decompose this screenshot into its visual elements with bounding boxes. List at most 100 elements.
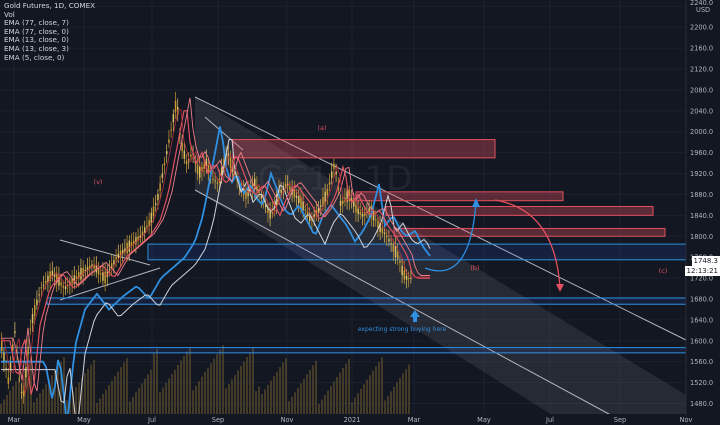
candle-body (80, 268, 82, 280)
volume-bar (165, 383, 167, 414)
volume-bar (36, 397, 38, 414)
support-zone (147, 243, 687, 261)
y-tick-label: 1800.0 (690, 233, 713, 241)
candle-body (56, 272, 58, 284)
candle-body (31, 314, 34, 323)
drop-arrow-head (556, 284, 564, 292)
candle-body (333, 163, 335, 169)
countdown-tag: 12:13:21 (684, 266, 720, 276)
candle-body (289, 186, 291, 190)
volume-bar (30, 359, 32, 414)
volume-bar (135, 392, 137, 414)
candle-body (320, 205, 322, 207)
candle-body (339, 201, 342, 207)
candle-body (300, 196, 302, 209)
candle-body (265, 204, 267, 207)
price-axis (686, 0, 720, 425)
legend-indicator-ema-2[interactable]: EMA (77, close, 0) (4, 26, 69, 36)
descending-channel (195, 97, 686, 420)
candle-body (97, 268, 100, 275)
trend-line (59, 239, 151, 266)
candle-body (375, 219, 377, 221)
y-tick-label: 2080.0 (690, 86, 713, 94)
time-axis (0, 414, 686, 425)
candle-body (304, 209, 307, 211)
candle-body (146, 225, 148, 228)
volume-bar (114, 376, 116, 414)
candle-body (405, 275, 408, 280)
candle-body (199, 166, 201, 178)
volume-bar (201, 376, 203, 414)
candle-body (372, 210, 375, 221)
candle-body (133, 240, 135, 245)
candle-body (29, 328, 32, 330)
candle-body (201, 166, 203, 172)
y-tick-label: 1920.0 (690, 170, 713, 178)
ema-5-line (1, 109, 430, 394)
candle-body (9, 362, 12, 372)
y-tick-label: 1680.0 (690, 296, 713, 304)
volume-bar (372, 370, 374, 414)
legend-indicator-ema-5[interactable]: EMA (5, close, 0) (4, 52, 65, 62)
candle-body (104, 271, 106, 284)
volume-bar (291, 396, 293, 414)
volume-bar (225, 388, 227, 414)
volume-bar (126, 358, 128, 414)
volume-bar (66, 400, 68, 414)
y-tick-label: 1560.0 (690, 358, 713, 366)
volume-bar (204, 372, 206, 414)
volume-bar (381, 357, 383, 414)
candle-body (34, 305, 36, 316)
volume-bar (261, 394, 263, 414)
volume-bar (75, 386, 77, 414)
volume-bar (249, 352, 251, 414)
candle-body (5, 367, 7, 371)
volume-bar (195, 385, 197, 414)
candle-body (392, 243, 395, 252)
candle-body (78, 272, 80, 279)
volume-bar (267, 385, 269, 414)
candle-body (214, 180, 216, 182)
candle-body (366, 212, 368, 214)
volume-bar (327, 390, 329, 414)
volume-bar (318, 404, 320, 414)
volume-bar (300, 383, 302, 414)
legend-indicator-vol[interactable]: Vol (4, 9, 15, 19)
resistance-zone (232, 139, 496, 159)
volume-bar (45, 384, 47, 414)
volume-bar (84, 373, 86, 414)
volume-bar (132, 396, 134, 414)
volume-bar (42, 388, 44, 414)
candle-body (12, 344, 14, 351)
volume-bar (87, 368, 89, 414)
candle-body (23, 390, 25, 397)
volume-bar (168, 378, 170, 414)
candle-body (232, 164, 234, 172)
volume-bar (129, 401, 131, 414)
candle-body (196, 164, 199, 174)
trend-line (204, 116, 244, 151)
candle-body (269, 209, 271, 219)
candle-body (331, 171, 333, 179)
candle-body (388, 238, 390, 242)
volume-bar (198, 381, 200, 414)
channel-bottom-line (194, 189, 621, 421)
legend-indicator-ema-4[interactable]: EMA (13, close, 3) (4, 43, 69, 53)
candle-body (234, 173, 236, 175)
legend-indicator-ema-1[interactable]: EMA (77, close, 7) (4, 18, 69, 28)
volume-bar (255, 391, 257, 414)
candle-body (216, 182, 219, 184)
x-tick-label: May (477, 416, 491, 424)
volume-bar (18, 377, 20, 414)
volume-bar (60, 361, 62, 414)
volume-bar (213, 358, 215, 414)
volume-bar (354, 397, 356, 414)
candle-body (403, 270, 406, 280)
candle-body (359, 212, 362, 215)
volume-bar (180, 360, 182, 414)
legend-indicator-ema-3[interactable]: EMA (13, close, 0) (4, 35, 69, 45)
volume-bar (177, 365, 179, 414)
volume-bar (174, 369, 176, 414)
